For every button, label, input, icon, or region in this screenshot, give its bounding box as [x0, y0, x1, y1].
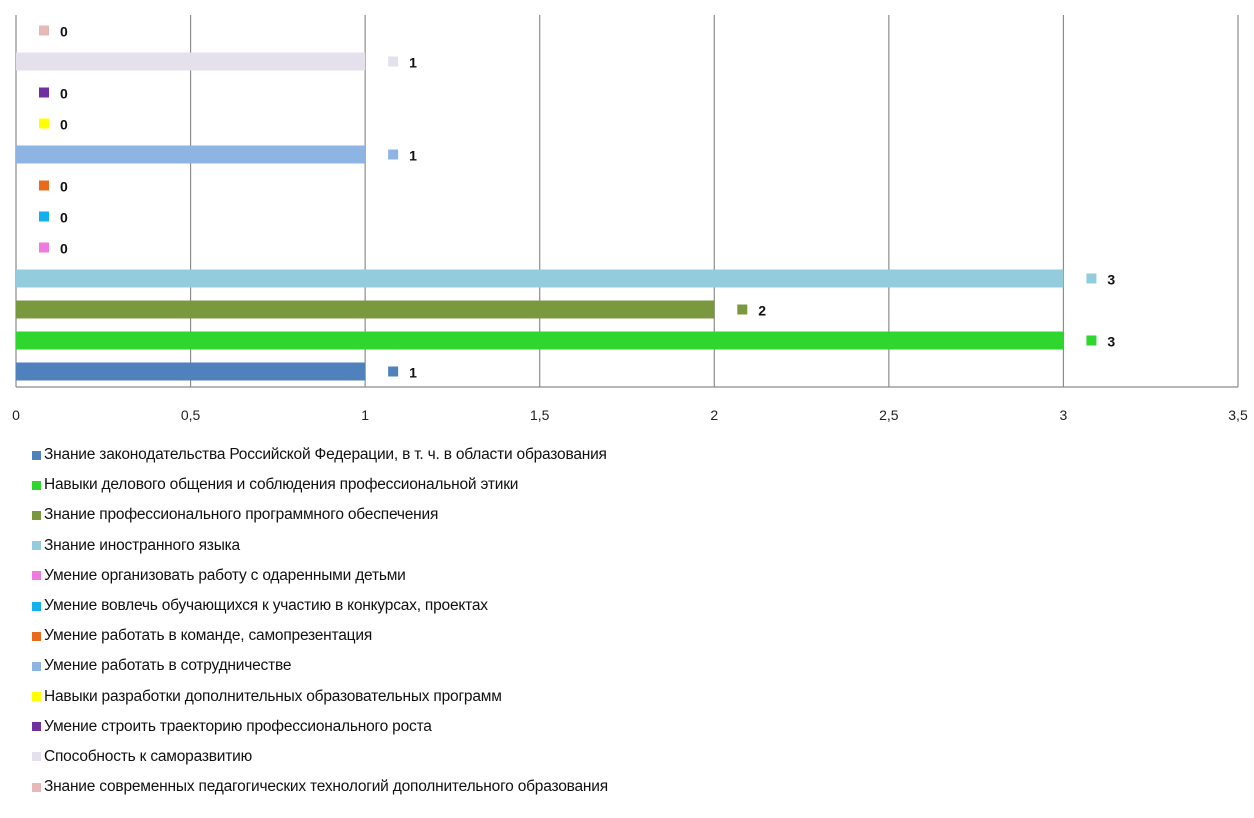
x-tick-label: 1,5 [530, 407, 550, 423]
legend-label: Навыки разработки дополнительных образов… [44, 687, 502, 705]
data-label: 1 [409, 55, 417, 71]
legend-label: Умение строить траекторию профессиональн… [44, 717, 432, 735]
legend-swatch [32, 692, 41, 702]
legend-item: Навыки разработки дополнительных образов… [32, 682, 608, 712]
legend-swatch [32, 631, 41, 641]
data-label: 3 [1107, 272, 1115, 288]
bar [16, 52, 366, 71]
legend-swatch [32, 601, 41, 611]
data-label-marker [39, 25, 49, 36]
x-tick-label: 3 [1060, 407, 1068, 423]
legend-label: Умение вовлечь обучающихся к участию в к… [44, 597, 488, 615]
bar [16, 269, 1064, 288]
legend-item: Навыки делового общения и соблюдения про… [32, 470, 608, 500]
legend-swatch [32, 480, 41, 490]
bar [16, 145, 366, 164]
legend-item: Умение строить траекторию профессиональн… [32, 712, 608, 742]
legend-label: Умение работать в сотрудничестве [44, 657, 292, 675]
x-tick-label: 0 [12, 407, 20, 423]
data-label-marker [388, 366, 399, 377]
data-label: 1 [409, 365, 417, 381]
legend: Знание законодательства Российской Федер… [32, 440, 608, 802]
bar-chart: 1 3 2 3 0 0 0 1 0 0 1 0 0 0,5 1 1,5 2 2,5 3 3,5 [12, 15, 1248, 423]
legend-label: Умение работать в команде, самопрезентац… [44, 627, 373, 645]
legend-item: Знание современных педагогических технол… [32, 772, 608, 802]
legend-item: Умение работать в сотрудничестве [32, 651, 608, 681]
bar [16, 331, 1064, 350]
data-label: 0 [60, 179, 68, 195]
legend-item: Способность к саморазвитию [32, 742, 608, 772]
legend-label: Знание профессионального программного об… [44, 506, 439, 524]
data-label: 0 [60, 24, 68, 40]
data-label-marker [39, 242, 49, 253]
data-label-marker [388, 56, 399, 67]
bars [16, 52, 1064, 381]
data-label-marker [1086, 273, 1097, 284]
legend-label: Знание законодательства Российской Федер… [44, 446, 607, 464]
legend-swatch [32, 782, 41, 792]
x-tick-label: 2,5 [879, 407, 899, 423]
legend-swatch [32, 541, 41, 551]
legend-item: Умение вовлечь обучающихся к участию в к… [32, 591, 608, 621]
legend-item: Знание законодательства Российской Федер… [32, 440, 608, 470]
data-label-marker [39, 87, 49, 98]
legend-label: Умение организовать работу с одаренными … [44, 566, 406, 584]
legend-swatch [32, 510, 41, 520]
data-label: 0 [60, 241, 68, 257]
x-tick-label: 3,5 [1228, 407, 1248, 423]
legend-swatch [32, 571, 41, 581]
bar [16, 300, 715, 319]
x-tick-label: 0,5 [181, 407, 201, 423]
bar [16, 362, 366, 381]
data-label: 0 [60, 117, 68, 133]
data-label: 0 [60, 210, 68, 226]
data-label: 3 [1107, 334, 1115, 350]
data-label-marker [737, 304, 748, 315]
data-label-marker [39, 180, 49, 191]
legend-swatch [32, 450, 41, 460]
data-label-marker [388, 149, 399, 160]
legend-label: Знание иностранного языка [44, 536, 240, 554]
data-label: 2 [758, 303, 766, 319]
legend-item: Знание иностранного языка [32, 531, 608, 561]
legend-swatch [32, 722, 41, 732]
x-axis: 0 0,5 1 1,5 2 2,5 3 3,5 [12, 386, 1248, 423]
data-labels: 1 3 2 3 0 0 0 1 0 0 1 0 [39, 24, 1115, 381]
legend-swatch [32, 752, 41, 762]
legend-label: Способность к саморазвитию [44, 747, 253, 765]
legend-item: Знание профессионального программного об… [32, 500, 608, 530]
legend-label: Навыки делового общения и соблюдения про… [44, 476, 519, 494]
legend-item: Умение работать в команде, самопрезентац… [32, 621, 608, 651]
data-label: 1 [409, 148, 417, 164]
data-label-marker [39, 211, 49, 222]
data-label: 0 [60, 86, 68, 102]
data-label-marker [39, 118, 49, 129]
data-label-marker [1086, 335, 1097, 346]
x-tick-label: 2 [710, 407, 718, 423]
legend-item: Умение организовать работу с одаренными … [32, 561, 608, 591]
legend-label: Знание современных педагогических технол… [44, 778, 608, 796]
x-tick-label: 1 [361, 407, 369, 423]
legend-swatch [32, 661, 41, 671]
gridlines [15, 15, 1239, 387]
